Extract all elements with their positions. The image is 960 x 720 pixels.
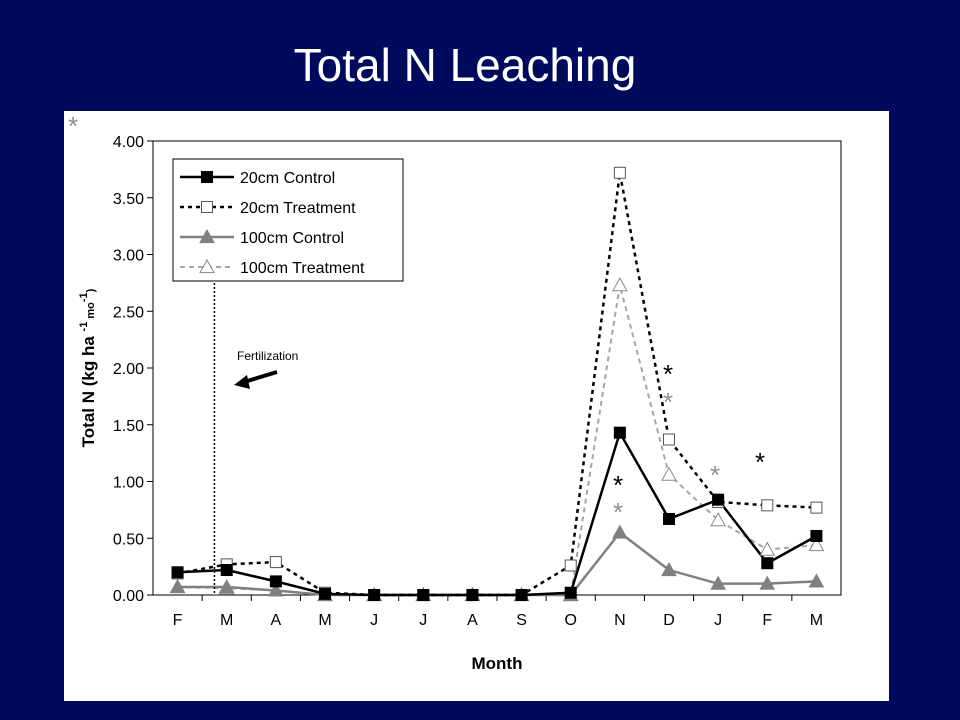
x-tick-label: M bbox=[810, 612, 823, 629]
data-point-s2-1 bbox=[218, 579, 235, 594]
legend-marker-2 bbox=[199, 228, 215, 244]
x-tick-label: A bbox=[271, 612, 282, 629]
data-point-s0-3 bbox=[319, 587, 331, 600]
data-point-s0-1 bbox=[220, 564, 233, 577]
data-point-s3-10 bbox=[661, 466, 677, 481]
x-tick-label: M bbox=[220, 612, 233, 629]
significance-star: * bbox=[755, 447, 765, 477]
legend-label-0: 20cm Control bbox=[240, 170, 335, 187]
data-point-s1-13 bbox=[810, 501, 823, 514]
legend-marker-0 bbox=[201, 171, 213, 183]
n-leaching-chart: 0.00 0.50 1.00 1.50 2.00 2.50 3.00 3.50 4.00 F M A M… bbox=[68, 111, 842, 673]
y-tick-label: 1.00 bbox=[113, 475, 144, 492]
x-tick-label: F bbox=[173, 612, 183, 629]
fertilization-arrow-head bbox=[234, 375, 250, 389]
series-line-3 bbox=[177, 284, 817, 596]
x-tick-label: O bbox=[564, 612, 576, 629]
data-point-s1-12 bbox=[761, 499, 774, 512]
legend-label-3: 100cm Treatment bbox=[240, 260, 365, 277]
data-point-s0-0 bbox=[171, 566, 184, 579]
y-tick-label: 1.50 bbox=[113, 418, 144, 435]
data-point-s0-10 bbox=[663, 512, 675, 525]
y-tick-label: 0.50 bbox=[113, 531, 144, 548]
data-point-s0-8 bbox=[564, 586, 577, 599]
data-point-s1-9 bbox=[613, 166, 626, 179]
legend-marker-3 bbox=[199, 258, 215, 274]
x-tick-label: J bbox=[714, 612, 722, 629]
data-point-s3-12 bbox=[759, 541, 776, 556]
data-point-s0-11 bbox=[712, 493, 725, 506]
data-point-s0-6 bbox=[466, 589, 479, 601]
significance-star: * bbox=[68, 111, 78, 141]
significance-star: * bbox=[663, 387, 673, 417]
fertilization-arrow-shaft bbox=[243, 370, 278, 384]
significance-star: * bbox=[613, 497, 623, 527]
legend-marker-1 bbox=[201, 201, 213, 213]
data-point-s3-13 bbox=[808, 537, 825, 552]
data-point-s2-0 bbox=[169, 579, 186, 594]
legend-label-2: 100cm Control bbox=[240, 230, 344, 247]
slide-title: Total N Leaching bbox=[293, 39, 637, 91]
data-point-s1-8 bbox=[564, 559, 577, 572]
x-axis-title: Month bbox=[472, 654, 523, 673]
data-point-s0-13 bbox=[810, 529, 823, 542]
data-point-s1-10 bbox=[663, 433, 675, 446]
y-tick-label: 4.00 bbox=[113, 134, 144, 151]
x-tick-label: S bbox=[516, 612, 527, 629]
x-tick-label: N bbox=[614, 612, 626, 629]
significance-star: * bbox=[710, 460, 720, 490]
data-point-s0-4 bbox=[368, 589, 381, 601]
data-point-s2-12 bbox=[759, 575, 776, 590]
data-point-s2-2 bbox=[268, 582, 284, 597]
data-point-s0-2 bbox=[269, 575, 282, 588]
y-axis-title: Total N (kg ha -1 mo-1) bbox=[78, 288, 98, 447]
x-tick-label: J bbox=[370, 612, 378, 629]
data-point-s3-9 bbox=[612, 277, 628, 292]
chart-panel: 0.00 0.50 1.00 1.50 2.00 2.50 3.00 3.50 4.00 F M A M… bbox=[64, 111, 889, 701]
data-point-s0-7 bbox=[515, 589, 528, 601]
data-point-s2-11 bbox=[710, 575, 726, 590]
y-tick-label: 2.50 bbox=[113, 304, 144, 321]
data-point-s1-2 bbox=[269, 556, 282, 569]
y-tick-label: 0.00 bbox=[113, 588, 144, 605]
data-point-s2-13 bbox=[808, 573, 825, 588]
x-tick-label: D bbox=[663, 612, 675, 629]
data-point-s2-10 bbox=[661, 562, 677, 577]
x-tick-label: M bbox=[318, 612, 331, 629]
legend-label-1: 20cm Treatment bbox=[240, 200, 356, 217]
x-tick-label: J bbox=[419, 612, 427, 629]
y-tick-label: 3.50 bbox=[113, 191, 144, 208]
significance-star: * bbox=[663, 359, 673, 389]
data-point-s0-12 bbox=[761, 557, 774, 570]
significance-star: * bbox=[613, 470, 623, 500]
x-tick-label: F bbox=[762, 612, 772, 629]
x-tick-label: A bbox=[467, 612, 478, 629]
y-tick-label: 2.00 bbox=[113, 361, 144, 378]
fertilization-label: Fertilization bbox=[237, 349, 298, 363]
data-point-s0-5 bbox=[417, 589, 430, 601]
data-point-s0-9 bbox=[613, 426, 626, 439]
data-point-s2-9 bbox=[612, 524, 628, 539]
data-point-s3-11 bbox=[710, 512, 726, 527]
y-tick-label: 3.00 bbox=[113, 248, 144, 265]
series-line-0 bbox=[177, 429, 818, 597]
